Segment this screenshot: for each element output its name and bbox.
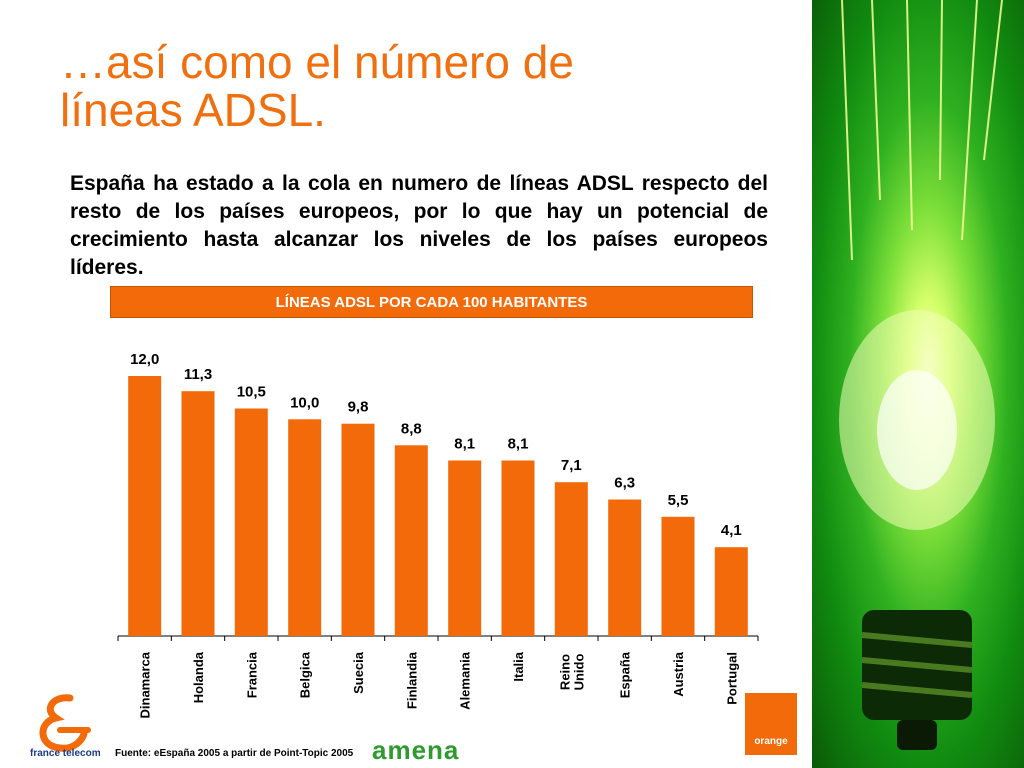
category-label: Suecia <box>351 651 366 694</box>
orange-logo: orange <box>745 693 797 755</box>
category-label-text: Finlandia <box>404 651 419 709</box>
bar-alemania <box>448 460 482 636</box>
bar-austria <box>661 516 695 636</box>
bar-value-label: 11,3 <box>184 366 212 383</box>
france-telecom-logo-icon <box>39 694 91 752</box>
category-label-text: Suecia <box>351 651 366 694</box>
category-label: Reino Unido <box>557 654 586 691</box>
bar-holanda <box>181 391 215 636</box>
category-label-text: Dinamarca <box>138 651 153 718</box>
category-label: Holanda <box>191 651 206 703</box>
category-label-text: Francia <box>244 651 259 698</box>
category-label-text: Portugal <box>724 652 739 705</box>
category-label-text: Alemania <box>458 651 473 710</box>
category-label: Dinamarca <box>138 651 153 718</box>
category-label-text: Unido <box>571 654 586 691</box>
source-note: Fuente: eEspaña 2005 a partir de Point-T… <box>115 748 354 759</box>
category-label: Italia <box>511 651 526 681</box>
france-telecom-label: france telecom <box>30 748 101 759</box>
bar-españa <box>608 499 642 636</box>
slide-title-line1: …así como el número de <box>60 36 574 88</box>
bar-italia <box>501 460 535 636</box>
bar-belgica <box>288 419 322 636</box>
category-label-text: España <box>618 651 633 698</box>
slide-body-text: España ha estado a la cola en numero de … <box>70 172 768 279</box>
bar-finlandia <box>394 445 428 636</box>
orange-logo-label: orange <box>754 736 788 747</box>
bar-value-label: 12,0 <box>130 351 159 368</box>
bar-value-label: 10,5 <box>237 384 266 401</box>
category-label: Austria <box>671 651 686 697</box>
bar-value-label: 8,1 <box>508 436 529 453</box>
slide-title: …así como el número de líneas ADSL. <box>60 38 780 134</box>
bar-value-label: 8,8 <box>401 420 422 437</box>
category-label-text: Holanda <box>191 651 206 703</box>
category-label: Finlandia <box>404 651 419 709</box>
bar-francia <box>234 408 268 636</box>
bar-value-label: 7,1 <box>561 457 582 474</box>
category-label-text: Italia <box>511 651 526 681</box>
bar-reino-unido <box>554 482 588 636</box>
bar-value-label: 6,3 <box>614 475 635 492</box>
category-label-text: Reino <box>557 654 572 690</box>
bar-value-label: 10,0 <box>290 394 319 411</box>
amena-logo: amena <box>372 735 460 765</box>
bar-value-label: 9,8 <box>348 399 369 416</box>
category-label: Francia <box>244 651 259 698</box>
chart-title: LÍNEAS ADSL POR CADA 100 HABITANTES <box>110 286 753 318</box>
bar-suecia <box>341 423 375 636</box>
slide-title-line2: líneas ADSL. <box>60 84 326 136</box>
bar-portugal <box>714 547 748 636</box>
bar-value-label: 4,1 <box>721 522 742 539</box>
category-label: Alemania <box>458 651 473 710</box>
bar-value-label: 8,1 <box>454 436 475 453</box>
category-label-text: Austria <box>671 651 686 697</box>
category-label: Portugal <box>724 652 739 705</box>
bar-dinamarca <box>128 376 162 636</box>
category-label: España <box>618 651 633 698</box>
category-label: Belgica <box>298 651 313 698</box>
category-label-text: Belgica <box>298 651 313 698</box>
bar-value-label: 5,5 <box>668 492 689 509</box>
lightbulb-image <box>812 0 1024 768</box>
lightbulb-icon <box>839 0 1003 750</box>
